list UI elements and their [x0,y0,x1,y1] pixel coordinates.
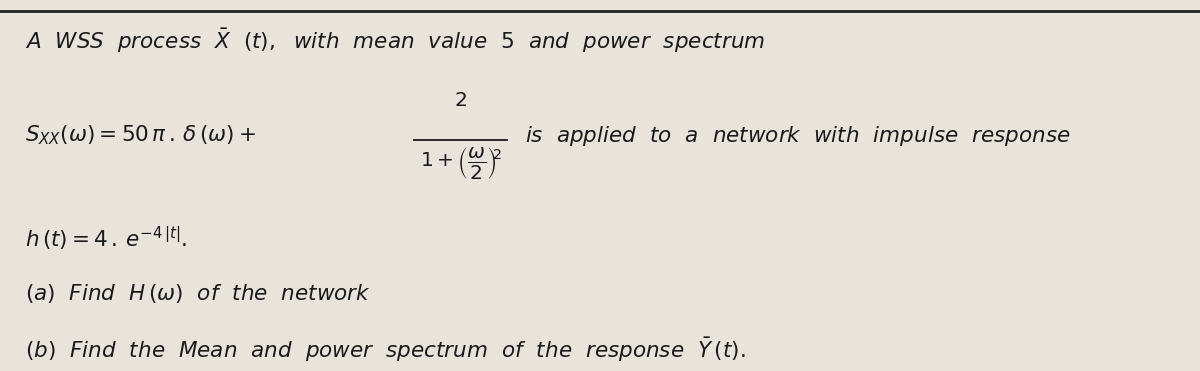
Text: $(b) \ \ Find \ \ the \ \ Mean \ \ and \ \ power \ \ spectrum \ \ of \ \ the \ \: $(b) \ \ Find \ \ the \ \ Mean \ \ and \… [25,336,745,364]
Text: $2$: $2$ [455,91,467,110]
Text: $S_{XX}(\omega) = 50\,\pi\,.\,\delta\,(\omega) +$: $S_{XX}(\omega) = 50\,\pi\,.\,\delta\,(\… [25,124,256,147]
Text: $is \ \ applied \ \ to \ \ a \ \ network \ \ with \ \ impulse \ \ response$: $is \ \ applied \ \ to \ \ a \ \ network… [524,124,1070,148]
Text: $(a) \ \ Find \ \ H\,(\omega) \ \ of \ \ the \ \ network$: $(a) \ \ Find \ \ H\,(\omega) \ \ of \ \… [25,282,371,305]
Text: $h\,(t) = 4\,.\,e^{-4\,|t|}.$: $h\,(t) = 4\,.\,e^{-4\,|t|}.$ [25,224,187,253]
Text: $A \ \ WSS \ \ process \ \ \bar{X} \ \ (t), \ \ with \ \ mean \ \ value \ \ 5 \ : $A \ \ WSS \ \ process \ \ \bar{X} \ \ (… [25,27,764,55]
Text: $1 + \left(\dfrac{\omega}{2}\right)^{\!\!2}$: $1 + \left(\dfrac{\omega}{2}\right)^{\!\… [420,145,502,181]
